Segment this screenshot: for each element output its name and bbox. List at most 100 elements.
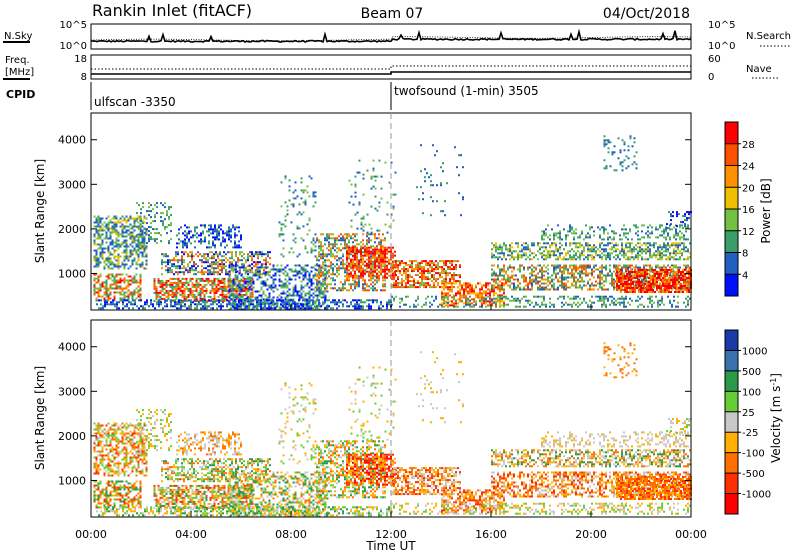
power-cell bbox=[97, 215, 100, 218]
power-cell bbox=[537, 276, 539, 279]
power-cell bbox=[378, 159, 381, 162]
power-cell bbox=[122, 303, 124, 306]
power-cell bbox=[569, 250, 571, 253]
power-cell bbox=[517, 242, 519, 245]
power-cell bbox=[358, 275, 360, 278]
power-cell bbox=[121, 261, 124, 264]
power-cell bbox=[260, 286, 263, 289]
power-cell bbox=[591, 268, 593, 271]
power-cell bbox=[344, 245, 346, 248]
power-cell bbox=[203, 297, 206, 300]
power-cell bbox=[665, 258, 667, 261]
power-cell bbox=[179, 267, 181, 270]
power-cell bbox=[101, 247, 104, 250]
power-cell bbox=[417, 270, 419, 273]
power-cell bbox=[316, 259, 318, 262]
power-cell bbox=[250, 288, 253, 291]
power-cell bbox=[320, 255, 322, 258]
power-cell bbox=[294, 237, 297, 240]
power-cell bbox=[240, 299, 242, 302]
power-cell bbox=[258, 303, 260, 306]
power-cell bbox=[356, 285, 358, 288]
power-cell bbox=[188, 299, 190, 302]
power-cell bbox=[392, 219, 395, 222]
power-cell bbox=[457, 260, 459, 263]
power-cell bbox=[209, 279, 212, 282]
power-cell bbox=[368, 256, 370, 259]
power-cell bbox=[681, 242, 683, 245]
power-cell bbox=[123, 281, 126, 284]
noise-search-label: N.Search bbox=[746, 31, 791, 42]
power-cell bbox=[121, 241, 124, 244]
power-cell bbox=[362, 305, 364, 308]
power-cell bbox=[405, 262, 407, 265]
power-cell bbox=[160, 216, 162, 219]
power-cell bbox=[537, 258, 539, 261]
power-cell bbox=[527, 248, 529, 251]
power-cell bbox=[376, 175, 379, 178]
power-cell bbox=[531, 278, 533, 281]
power-cell bbox=[284, 304, 287, 307]
power-cell bbox=[130, 303, 132, 306]
power-cell bbox=[127, 225, 130, 228]
power-cell bbox=[491, 256, 493, 259]
power-cell bbox=[181, 259, 183, 262]
power-cell bbox=[334, 287, 336, 290]
power-cell bbox=[330, 255, 332, 258]
power-cell bbox=[423, 274, 425, 277]
power-cell bbox=[457, 286, 459, 289]
power-cell bbox=[280, 227, 283, 230]
power-cell bbox=[154, 216, 156, 219]
power-cell bbox=[146, 210, 148, 213]
power-cell bbox=[292, 251, 295, 254]
power-cell bbox=[322, 292, 325, 295]
power-cell bbox=[675, 254, 677, 257]
power-cell bbox=[547, 242, 549, 245]
power-cell bbox=[304, 270, 307, 273]
power-cell bbox=[288, 303, 290, 306]
power-cell bbox=[117, 267, 120, 270]
power-cell bbox=[427, 278, 429, 281]
power-cell bbox=[393, 276, 395, 279]
power-cell bbox=[529, 280, 531, 283]
power-cell bbox=[143, 215, 146, 218]
power-cell bbox=[193, 255, 195, 258]
power-cell bbox=[495, 282, 497, 285]
power-cell bbox=[184, 238, 186, 241]
power-cell bbox=[258, 305, 260, 308]
power-cell bbox=[475, 284, 477, 287]
power-cell bbox=[103, 229, 106, 232]
power-cell bbox=[206, 307, 208, 310]
power-cell bbox=[177, 281, 180, 284]
power-cell bbox=[272, 307, 274, 310]
power-cell bbox=[127, 289, 130, 292]
power-cell bbox=[121, 225, 124, 228]
power-cell bbox=[107, 275, 110, 278]
power-cell bbox=[455, 266, 457, 269]
power-cell bbox=[409, 286, 411, 289]
power-cell bbox=[115, 231, 118, 234]
power-cell bbox=[175, 253, 177, 256]
power-cell bbox=[266, 278, 269, 281]
power-cell bbox=[384, 246, 386, 249]
power-cell bbox=[324, 276, 327, 279]
power-cell bbox=[224, 232, 226, 235]
power-cell bbox=[320, 305, 322, 308]
power-cell bbox=[107, 265, 110, 268]
power-cell bbox=[445, 304, 447, 307]
power-cell bbox=[138, 236, 140, 239]
power-cell bbox=[382, 256, 384, 259]
power-cell bbox=[324, 301, 326, 304]
power-cell bbox=[250, 303, 252, 306]
power-cell bbox=[228, 278, 231, 281]
power-cell bbox=[154, 307, 156, 310]
power-cell bbox=[569, 244, 571, 247]
power-cell bbox=[346, 256, 348, 259]
power-cell bbox=[101, 251, 104, 254]
power-cell bbox=[541, 268, 543, 271]
power-cell bbox=[324, 290, 327, 293]
power-cell bbox=[405, 274, 407, 277]
power-cell bbox=[499, 272, 501, 275]
power-cell bbox=[372, 254, 374, 257]
power-cell bbox=[290, 278, 293, 281]
